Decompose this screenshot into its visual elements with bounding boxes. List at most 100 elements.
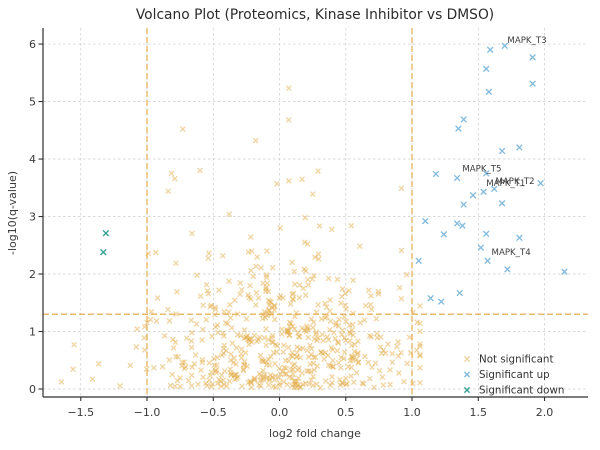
point-not-significant [247, 296, 254, 302]
point-not-significant [321, 356, 327, 362]
x-tick-label: −0.5 [200, 406, 227, 419]
point-not-significant [382, 350, 389, 357]
point-not-significant [174, 377, 181, 384]
point-not-significant [215, 329, 221, 336]
point-not-significant [272, 360, 278, 367]
point-significant-up [460, 201, 467, 208]
point-not-significant [353, 369, 360, 376]
point-not-significant [335, 359, 342, 366]
point-not-significant [237, 332, 244, 339]
point-not-significant [200, 302, 207, 309]
point-not-significant [291, 268, 298, 275]
point-significant-up [415, 257, 422, 265]
point-not-significant [291, 378, 297, 385]
point-not-significant [266, 362, 273, 368]
point-not-significant [302, 292, 309, 299]
point-not-significant [173, 260, 179, 267]
point-not-significant [315, 301, 321, 308]
point-not-significant [273, 349, 280, 355]
point-not-significant [353, 356, 360, 362]
point-not-significant [334, 347, 341, 354]
point-not-significant [297, 383, 304, 390]
point-not-significant [385, 341, 391, 348]
point-not-significant [189, 329, 195, 336]
point-not-significant [252, 302, 259, 308]
point-significant-up [440, 231, 448, 238]
point-significant-up [480, 188, 487, 196]
point-not-significant [209, 333, 215, 340]
point-not-significant [188, 344, 195, 351]
point-not-significant [316, 223, 323, 229]
point-not-significant [309, 191, 316, 197]
point-not-significant [214, 380, 221, 387]
point-not-significant [174, 288, 180, 295]
point-not-significant [230, 359, 237, 366]
point-not-significant [207, 303, 214, 310]
point-not-significant [310, 360, 317, 367]
point-not-significant [259, 358, 266, 365]
point-not-significant [276, 295, 283, 301]
annotation-mapk_t2: MAPK_T2 [496, 177, 535, 187]
point-not-significant [329, 357, 336, 364]
point-not-significant [398, 349, 404, 356]
point-not-significant [398, 295, 405, 302]
x-axis-label: log2 fold change [269, 427, 361, 440]
y-tick-label: 6 [29, 38, 36, 51]
point-not-significant [322, 300, 328, 307]
point-not-significant [181, 359, 188, 365]
point-significant-up [432, 170, 440, 178]
point-not-significant [350, 379, 357, 386]
point-not-significant [313, 331, 319, 337]
point-not-significant [289, 259, 296, 266]
point-not-significant [218, 372, 225, 378]
point-not-significant [144, 319, 150, 326]
point-not-significant [189, 230, 195, 237]
point-not-significant [263, 326, 269, 332]
point-not-significant [269, 304, 275, 310]
point-not-significant [318, 349, 325, 355]
point-not-significant [387, 381, 393, 388]
point-not-significant [301, 239, 308, 246]
point-not-significant [241, 358, 248, 365]
point-not-significant [324, 334, 331, 340]
point-not-significant [410, 380, 416, 387]
legend-marker-significant-up [463, 371, 471, 378]
point-not-significant [300, 285, 307, 292]
point-not-significant [302, 214, 309, 221]
point-not-significant [214, 354, 221, 361]
point-not-significant [291, 281, 298, 288]
point-not-significant [372, 360, 379, 366]
point-not-significant [374, 334, 381, 341]
point-not-significant [260, 280, 266, 287]
scatter-points [58, 42, 568, 391]
point-not-significant [260, 367, 266, 374]
point-not-significant [221, 308, 227, 315]
point-not-significant [203, 281, 210, 288]
point-not-significant [245, 292, 251, 298]
point-not-significant [325, 337, 332, 343]
point-not-significant [226, 211, 233, 218]
point-not-significant [417, 353, 423, 359]
annotation-mapk_t4: MAPK_T4 [492, 248, 531, 258]
point-not-significant [263, 272, 270, 278]
point-not-significant [285, 178, 292, 184]
point-not-significant [308, 368, 314, 375]
point-not-significant [164, 306, 171, 313]
point-not-significant [134, 326, 140, 332]
point-not-significant [334, 276, 341, 283]
point-significant-up [482, 65, 490, 73]
point-not-significant [279, 326, 285, 333]
legend-marker-significant-down [463, 386, 471, 394]
point-not-significant [231, 297, 238, 304]
point-not-significant [406, 334, 413, 341]
point-significant-up [459, 222, 466, 229]
point-not-significant [248, 384, 255, 391]
point-not-significant [169, 371, 176, 378]
point-significant-up [501, 42, 509, 50]
point-not-significant [289, 382, 296, 389]
point-not-significant [250, 273, 257, 280]
y-axis-label: -log10(q-value) [6, 171, 19, 255]
point-not-significant [220, 377, 227, 384]
point-significant-down [100, 248, 107, 256]
